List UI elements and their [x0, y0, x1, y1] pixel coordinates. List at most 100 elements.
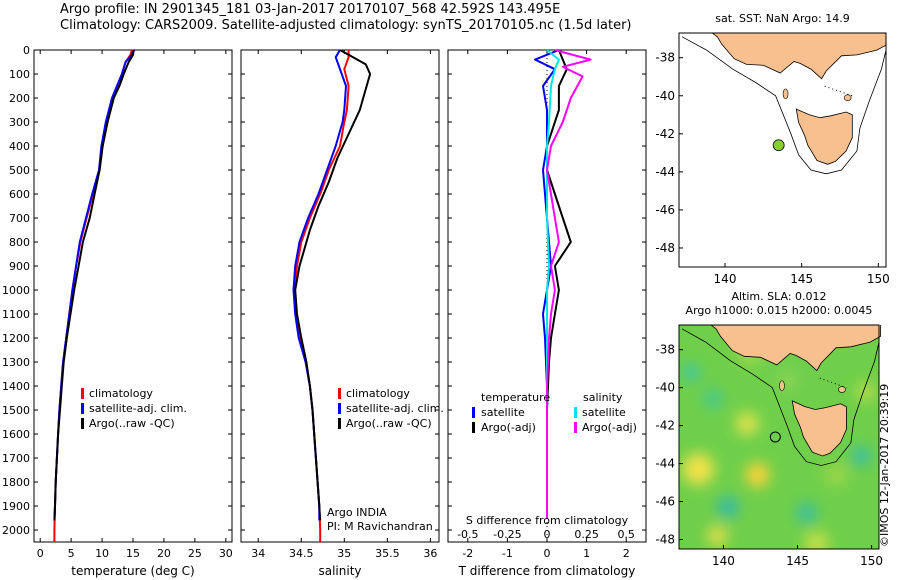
secondary-tick-label: -0.25	[493, 528, 521, 541]
x-tick-label: -1	[502, 547, 513, 560]
bass-strait-dotted	[819, 377, 847, 389]
mainland-australia	[710, 325, 881, 372]
map-content	[679, 325, 881, 549]
sla-blob	[851, 445, 872, 466]
y-tick-label: 700	[9, 212, 30, 225]
y-tick-label: 1100	[2, 308, 30, 321]
sla-blob	[745, 462, 770, 487]
y-tick-label: 600	[9, 188, 30, 201]
king-island	[782, 88, 789, 100]
y-tick-label: 500	[9, 164, 30, 177]
map-sla: 140 145 150 -38 -40 -42 -44 -46 -48	[655, 324, 883, 568]
panel-frame	[240, 49, 440, 543]
shelf-contour	[681, 36, 886, 175]
legend-label: climatology	[346, 387, 410, 400]
legend-label: Argo(-adj)	[481, 421, 536, 434]
x-axis-label: temperature (deg C)	[71, 564, 194, 578]
map-y-tick-label: -38	[655, 343, 675, 357]
legend-swatch	[81, 403, 84, 414]
map-title-sla: Altim. SLA: 0.012	[731, 290, 826, 303]
tasmania	[791, 400, 847, 457]
x-tick-label: 35.5	[375, 547, 400, 560]
map-y-tick-label: -40	[655, 381, 675, 395]
x-tick-label: 2	[623, 547, 630, 560]
legend-swatch	[472, 407, 475, 418]
map-frame	[678, 32, 887, 268]
map-y-tick-label: -48	[655, 241, 675, 255]
panel-temperature: 0100200300400500600700800900100011001200…	[2, 44, 233, 578]
y-tick-label: 2000	[2, 524, 30, 537]
legend-swatch	[338, 403, 341, 414]
x-tick-label: 10	[95, 547, 109, 560]
y-tick-label: 800	[9, 236, 30, 249]
title-line-2: Climatology: CARS2009. Satellite-adjuste…	[60, 18, 632, 33]
series-line-2	[294, 50, 372, 521]
map-content	[679, 33, 886, 267]
legend-label: satellite-adj. clim.	[346, 402, 444, 415]
map-x-tick-label: 140	[712, 554, 735, 568]
map-x-tick-label: 140	[714, 272, 737, 286]
x-tick-label: 34.5	[289, 547, 314, 560]
sla-blob	[703, 389, 724, 410]
series-line-2	[53, 50, 135, 521]
x-tick-label: 25	[188, 547, 202, 560]
x-axis-label: T difference from climatology	[458, 564, 636, 578]
y-tick-label: 0	[23, 44, 30, 57]
bass-strait-dotted	[824, 85, 853, 97]
x-tick-label: 34	[251, 547, 265, 560]
sla-blob	[681, 363, 700, 382]
legend-title-salinity: salinity	[583, 391, 623, 404]
y-tick-label: 1000	[2, 284, 30, 297]
secondary-tick-label: 0.25	[574, 528, 599, 541]
legend-swatch	[81, 388, 84, 399]
legend-title-temperature: temperature	[481, 391, 550, 404]
map-x-tick-label: 150	[860, 554, 883, 568]
sla-blob	[735, 411, 760, 436]
sla-blob	[707, 525, 728, 546]
map-y-tick-label: -46	[655, 495, 675, 509]
sla-blob	[856, 382, 875, 401]
secondary-axis-label: S difference from climatology	[466, 514, 629, 527]
map-frame	[678, 324, 880, 550]
x-tick-label: 35	[337, 547, 351, 560]
series-group	[53, 50, 136, 542]
flinders-island	[843, 94, 852, 101]
panel-frame	[33, 49, 233, 543]
y-tick-label: 1600	[2, 428, 30, 441]
flinders-island	[838, 386, 846, 393]
y-tick-label: 1300	[2, 356, 30, 369]
legend-label: satellite	[582, 406, 626, 419]
legend-swatch	[338, 388, 341, 399]
x-tick-label: 0	[37, 547, 44, 560]
x-tick-label: 36	[423, 547, 437, 560]
x-tick-label: 1	[583, 547, 590, 560]
x-tick-label: 15	[126, 547, 140, 560]
legend-label: Argo(-adj)	[582, 421, 637, 434]
secondary-tick-label: 0.5	[617, 528, 635, 541]
y-tick-label: 1900	[2, 500, 30, 513]
sla-blob	[795, 501, 818, 524]
y-tick-label: 900	[9, 260, 30, 273]
map-y-tick-label: -38	[655, 51, 675, 65]
y-tick-label: 300	[9, 116, 30, 129]
y-tick-label: 1500	[2, 404, 30, 417]
legend-swatch	[574, 407, 577, 418]
legend-swatch	[81, 418, 84, 429]
shelf-contour	[681, 328, 880, 466]
map-y-tick-label: -40	[655, 89, 675, 103]
legend-label: satellite-adj. clim.	[89, 402, 187, 415]
legend-swatch	[472, 422, 475, 433]
pi-annotation: Argo INDIA	[327, 506, 387, 519]
map-y-tick-label: -42	[655, 127, 675, 141]
x-tick-label: 0	[544, 547, 551, 560]
legend-label: satellite	[481, 406, 525, 419]
sla-blob	[824, 462, 849, 487]
map-title-sst: sat. SST: NaN Argo: 14.9	[715, 12, 849, 25]
title-line-1: Argo profile: IN 2901345_181 03-Jan-2017…	[60, 2, 561, 17]
pi-annotation: PI: M Ravichandran	[327, 520, 433, 533]
sla-blob	[682, 453, 715, 486]
map-x-tick-label: 145	[786, 554, 809, 568]
legend-label: Argo(..raw -QC)	[346, 417, 432, 430]
map-y-tick-label: -44	[655, 457, 675, 471]
tasmania	[795, 108, 853, 165]
